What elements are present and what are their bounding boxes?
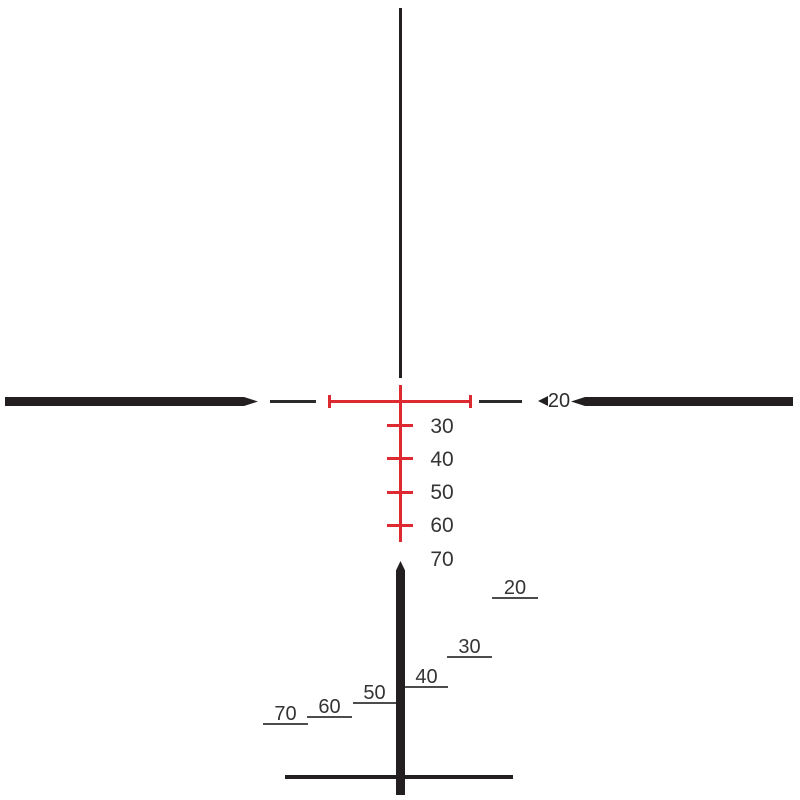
- stadia-line-40: [405, 686, 448, 688]
- lower-post: [396, 561, 405, 795]
- red-right-endcap: [469, 395, 472, 408]
- stadia-label-20: 20: [503, 577, 527, 599]
- stadia-line-60: [307, 716, 352, 718]
- left-triangle-icon: [538, 396, 548, 406]
- right-horizontal-bar: [571, 397, 793, 406]
- stadia-label-30: 30: [458, 636, 481, 658]
- red-vertical-line: [399, 385, 402, 542]
- red-tick-50: [387, 491, 413, 494]
- stadia-line-70: [263, 723, 308, 725]
- red-tick-60: [387, 524, 413, 527]
- main-range-label: 20: [547, 390, 571, 412]
- ladder-label-50: 50: [430, 481, 454, 504]
- stadia-line-20: [492, 597, 538, 599]
- stadia-line-50: [353, 702, 396, 704]
- stadia-label-40: 40: [415, 666, 438, 688]
- red-left-endcap: [328, 395, 331, 408]
- stadia-label-60: 60: [318, 696, 341, 718]
- ladder-label-30: 30: [430, 415, 454, 438]
- red-tick-40: [387, 457, 413, 460]
- stadia-line-30: [447, 656, 492, 658]
- ladder-label-40: 40: [430, 448, 454, 471]
- right-dash: [479, 400, 522, 403]
- left-horizontal-bar: [5, 397, 258, 406]
- top-vertical-line: [399, 8, 402, 378]
- red-tick-30: [387, 424, 413, 427]
- stadia-label-70: 70: [274, 703, 297, 725]
- stadia-label-50: 50: [363, 682, 386, 704]
- bottom-horizontal-line: [285, 775, 513, 779]
- ladder-label-60: 60: [430, 514, 454, 537]
- left-dash: [270, 400, 316, 403]
- ladder-label-70: 70: [430, 548, 454, 571]
